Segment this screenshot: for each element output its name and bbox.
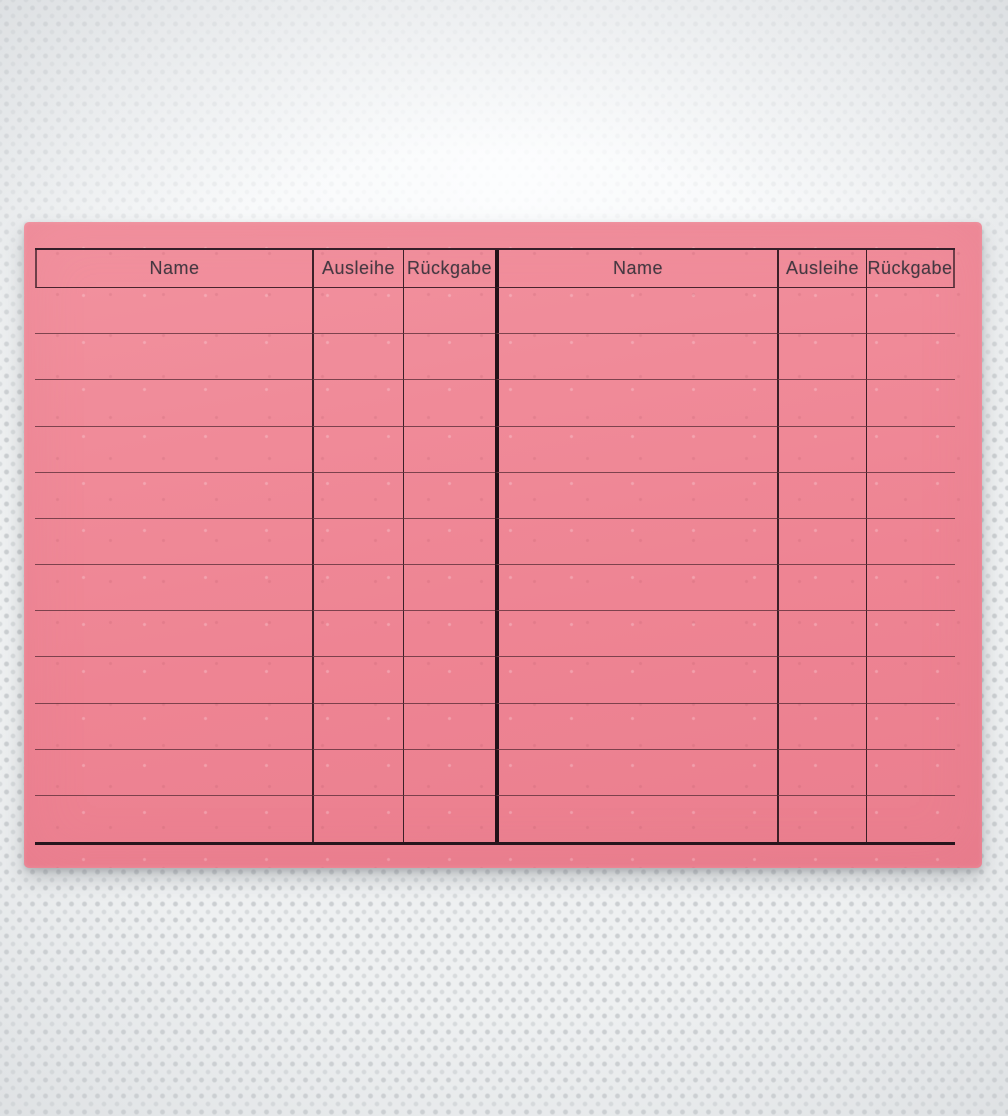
column-header-ausleihe-left: Ausleihe (312, 250, 403, 288)
table-cell (35, 427, 312, 473)
table-cell (495, 611, 777, 658)
lending-table: Name Ausleihe Rückgabe Name Ausleihe Rüc… (35, 248, 955, 845)
table-cell (403, 380, 495, 427)
table-cell (403, 472, 495, 519)
table-cell (403, 611, 495, 658)
column-header-rueckgabe-right: Rückgabe (866, 250, 955, 288)
table-cell (403, 657, 495, 704)
table-cell (403, 749, 495, 796)
table-cell (495, 334, 777, 381)
table-cell (312, 657, 403, 704)
table-cell (866, 657, 955, 704)
table-cell (312, 472, 403, 519)
table-cell (35, 334, 312, 381)
table-cell (403, 288, 495, 335)
table-cell (495, 472, 777, 519)
table-cell (35, 380, 312, 427)
table-cell (495, 749, 777, 796)
table-cell (495, 795, 777, 842)
table-cell (35, 473, 312, 519)
table-cell (866, 565, 955, 612)
table-cell (866, 472, 955, 519)
table-cell (777, 795, 866, 842)
column-header-rueckgabe-left: Rückgabe (403, 250, 495, 288)
table-cell (35, 565, 312, 612)
column-header-ausleihe-right: Ausleihe (777, 250, 866, 288)
table-cell (403, 703, 495, 750)
table-cell (777, 288, 866, 335)
table-cell (777, 426, 866, 473)
table-cell (312, 334, 403, 381)
table-cell (495, 657, 777, 704)
table-cell (866, 288, 955, 335)
table-cell (403, 795, 495, 842)
table-cell (866, 749, 955, 796)
table-cell (35, 704, 312, 750)
table-cell (35, 796, 312, 842)
table-cell (777, 611, 866, 658)
table-cell (866, 611, 955, 658)
table-cell (312, 518, 403, 565)
table-cell (777, 657, 866, 704)
table-cell (495, 426, 777, 473)
table-cell (312, 795, 403, 842)
table-cell (312, 288, 403, 335)
table-cell (866, 426, 955, 473)
table-cell (495, 565, 777, 612)
table-cell (35, 657, 312, 704)
table-cell (777, 380, 866, 427)
table-cell (777, 565, 866, 612)
library-card: Name Ausleihe Rückgabe Name Ausleihe Rüc… (24, 222, 982, 868)
table-cell (312, 611, 403, 658)
table-cell (495, 518, 777, 565)
table-cell (312, 749, 403, 796)
table-cell (35, 611, 312, 658)
column-header-name-right: Name (495, 250, 777, 288)
table-cell (403, 565, 495, 612)
table-cell (312, 426, 403, 473)
table-cell (866, 380, 955, 427)
table-cell (312, 703, 403, 750)
table-cell (777, 472, 866, 519)
table-cell (777, 518, 866, 565)
table-cell (866, 334, 955, 381)
table-cell (403, 426, 495, 473)
table-cell (777, 703, 866, 750)
table-cell (866, 703, 955, 750)
table-cell (495, 703, 777, 750)
table-cell (495, 380, 777, 427)
table-cell (866, 795, 955, 842)
table-cell (35, 750, 312, 796)
table-cell (312, 380, 403, 427)
table-cell (403, 518, 495, 565)
table-cell (35, 288, 312, 335)
table-cell (312, 565, 403, 612)
table-cell (777, 334, 866, 381)
table-cell (35, 519, 312, 565)
table-cell (866, 518, 955, 565)
table-cell (777, 749, 866, 796)
table-cell (403, 334, 495, 381)
table-cell (495, 288, 777, 335)
column-header-name-left: Name (35, 250, 312, 288)
